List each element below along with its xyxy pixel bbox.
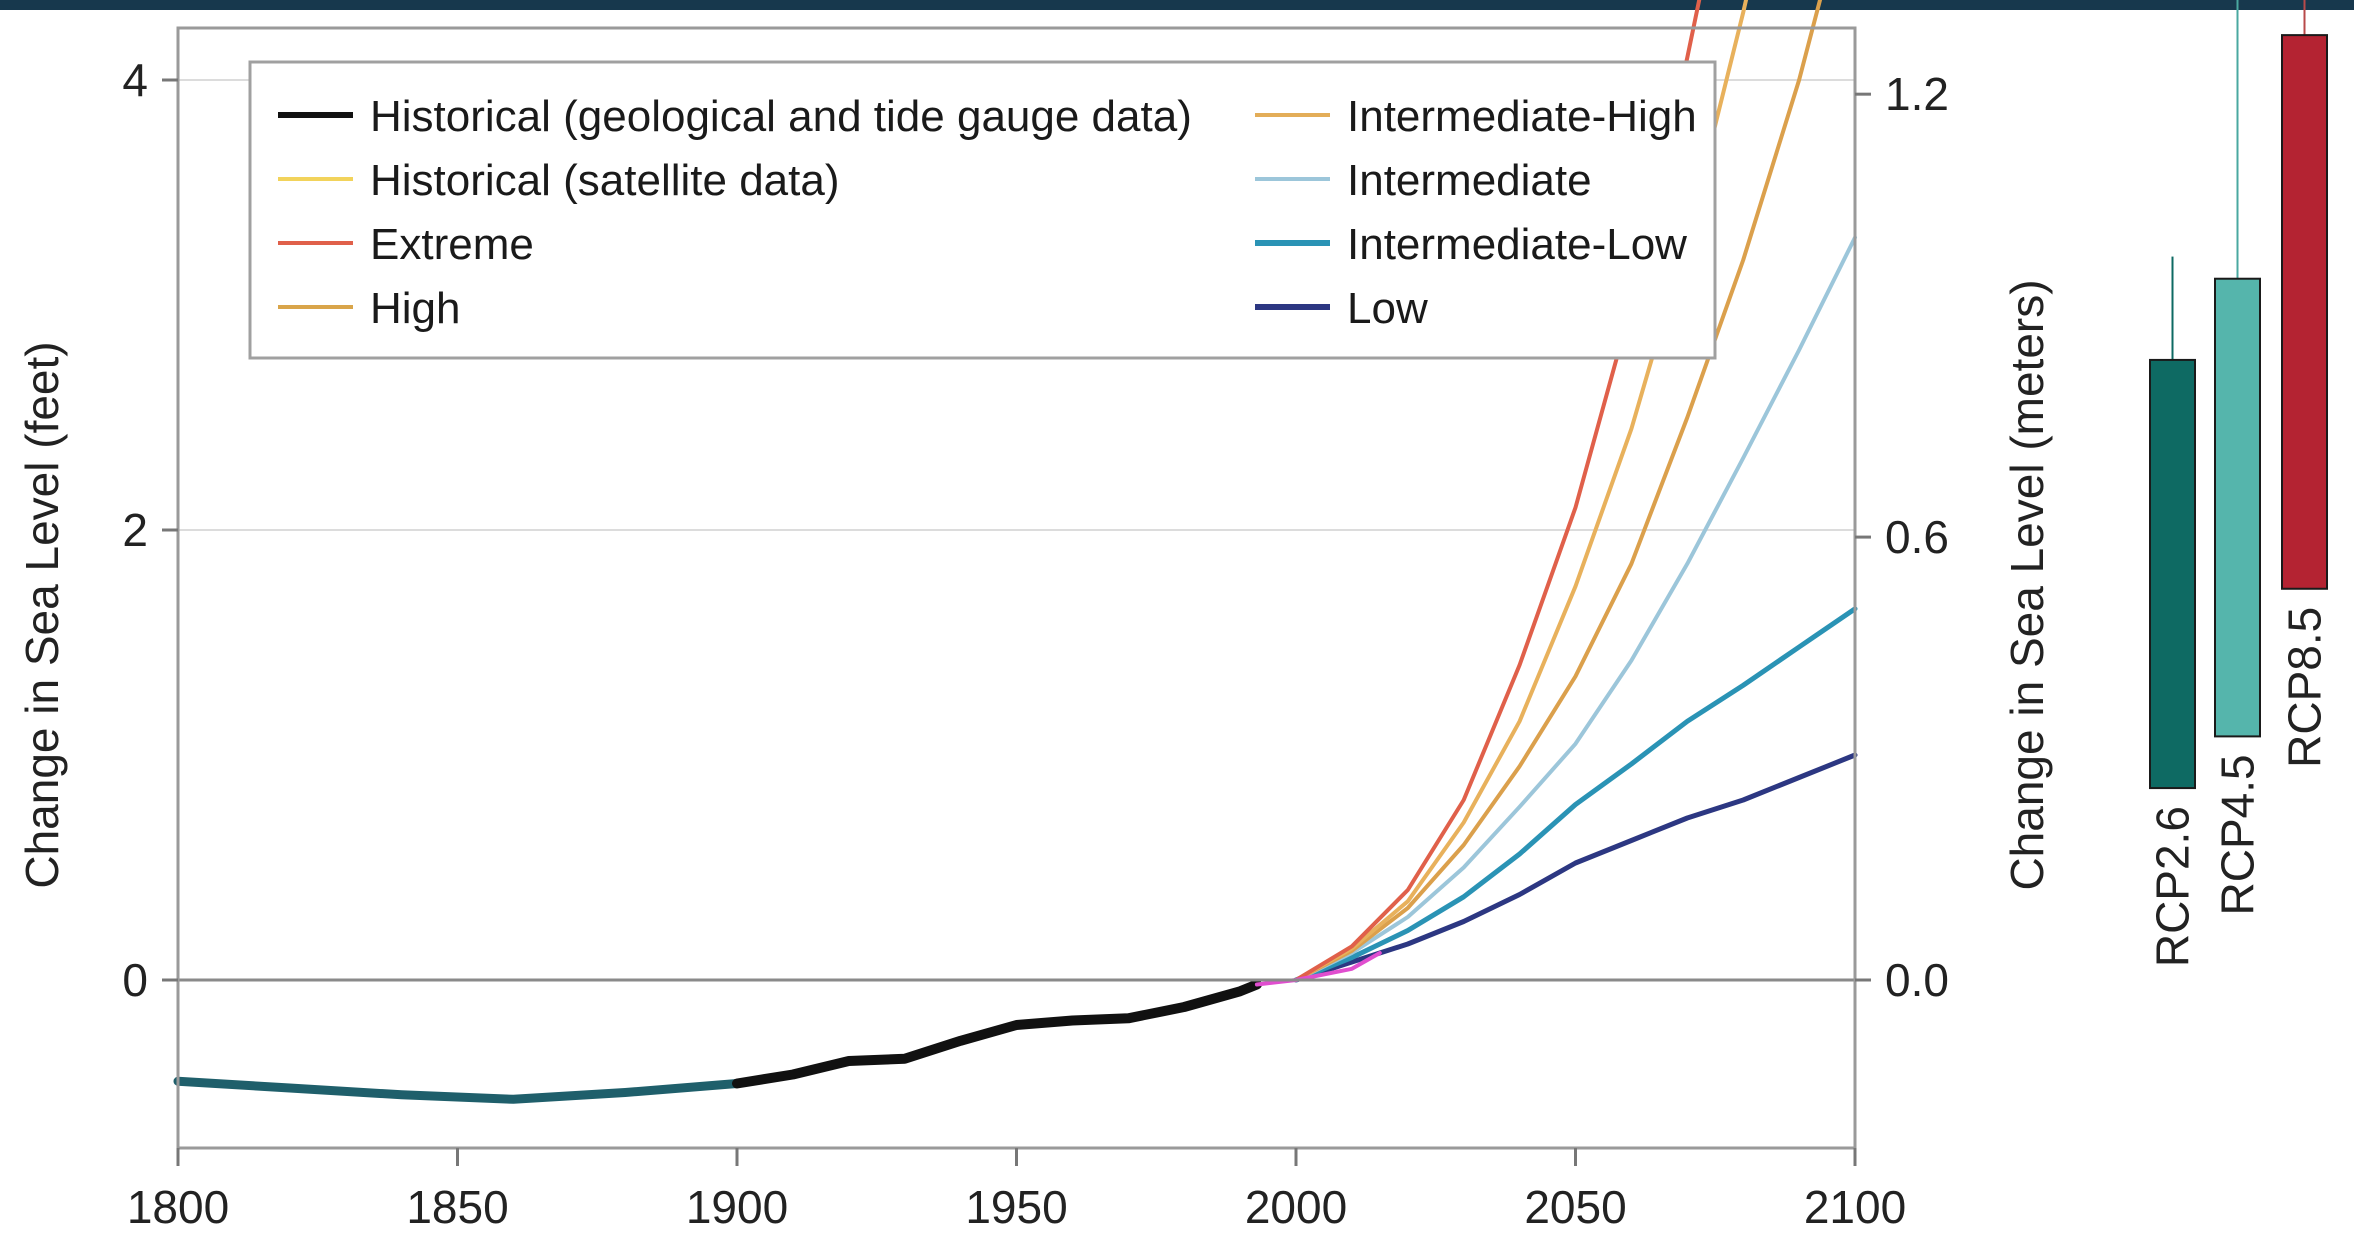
series-line-intermediate-high — [1294, 0, 1823, 982]
x-tick-label-1800: 1800 — [127, 1181, 229, 1233]
legend-label-6: Intermediate-Low — [1347, 220, 1687, 269]
series-lines — [173, 0, 1858, 1104]
rcp-label-0: RCP2.6 — [2147, 806, 2199, 967]
legend-label-4: Intermediate-High — [1347, 92, 1697, 141]
legend-label-0: Historical (geological and tide gauge da… — [370, 92, 1192, 141]
y-tick-label-right-1.2: 1.2 — [1885, 68, 1949, 120]
x-tick-label-2100: 2100 — [1804, 1181, 1906, 1233]
legend-label-3: High — [370, 284, 461, 333]
legend-label-5: Intermediate — [1347, 156, 1592, 205]
rcp-label-1: RCP4.5 — [2212, 754, 2264, 915]
x-tick-label-2000: 2000 — [1245, 1181, 1347, 1233]
series-line-historical-tide-gauge — [732, 979, 1262, 1089]
y-axis-title-right: Change in Sea Level (meters) — [2001, 279, 2053, 890]
rcp-label-2: RCP8.5 — [2279, 607, 2331, 768]
series-line-intermediate — [1294, 235, 1857, 982]
rcp-box-0 — [2149, 358, 2196, 790]
x-tick-label-1900: 1900 — [686, 1181, 788, 1233]
series-line-intermediate-low — [1293, 606, 1858, 983]
top-banner-bar — [0, 0, 2354, 10]
series-line-low — [1293, 752, 1858, 983]
x-tick-label-1850: 1850 — [406, 1181, 508, 1233]
y-axis-title-left: Change in Sea Level (feet) — [16, 341, 68, 888]
legend-label-7: Low — [1347, 284, 1428, 333]
y-tick-label-left-2: 2 — [122, 504, 148, 556]
rcp-boxes: RCP2.6 RCP4.5 RCP8.5 — [2147, 0, 2331, 967]
y-tick-label-left-0: 0 — [122, 954, 148, 1006]
legend-label-1: Historical (satellite data) — [370, 156, 840, 205]
series-line-high — [1294, 0, 1749, 982]
axis-ticks: 1800185019001950200020502100024680.00.61… — [122, 54, 1949, 1233]
y-tick-label-right-0.6: 0.6 — [1885, 511, 1949, 563]
y-tick-label-left-4: 4 — [122, 54, 148, 106]
series-line-historical-satellite — [1254, 951, 1382, 987]
series-line-extreme — [1294, 0, 1702, 982]
legend: Historical (geological and tide gauge da… — [248, 60, 1717, 360]
rcp-box-2 — [2281, 34, 2328, 590]
rcp-box-1 — [2214, 277, 2261, 738]
legend-label-2: Extreme — [370, 220, 534, 269]
x-tick-label-1950: 1950 — [965, 1181, 1067, 1233]
y-tick-label-right-0.0: 0.0 — [1885, 954, 1949, 1006]
x-tick-label-2050: 2050 — [1524, 1181, 1626, 1233]
legend-box — [248, 60, 1717, 360]
series-line-historical-early — [173, 1076, 742, 1104]
